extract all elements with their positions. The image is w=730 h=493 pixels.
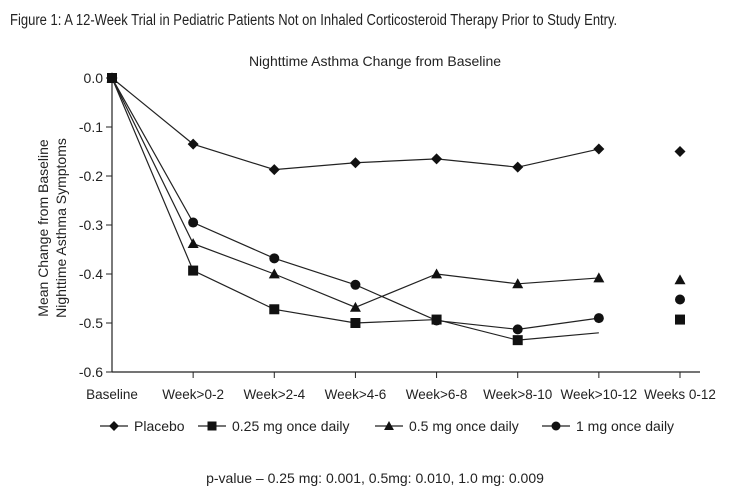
marker-circle — [593, 313, 604, 324]
x-tick-label: Week>0-2 — [162, 387, 224, 402]
y-ticks: 0.0 -0.1 -0.2 -0.3 -0.4 -0.5 -0.6 — [79, 70, 112, 380]
series — [106, 72, 686, 346]
marker-diamond — [593, 143, 605, 155]
chart-title: Nighttime Asthma Change from Baseline — [249, 53, 501, 69]
marker-triangle — [593, 272, 605, 283]
y-tick-label: 0.0 — [84, 70, 104, 86]
marker-diamond — [109, 421, 119, 431]
marker-circle — [512, 324, 523, 335]
legend-label: 0.5 mg once daily — [409, 418, 519, 434]
marker-circle — [188, 217, 199, 228]
marker-diamond — [431, 153, 443, 165]
y-tick-label: -0.2 — [79, 168, 103, 184]
x-tick-label: Week>4-6 — [325, 387, 387, 402]
legend-label: 1 mg once daily — [576, 418, 674, 434]
y-tick-label: -0.3 — [79, 217, 103, 233]
y-axis-label: Mean Change from Baseline Nighttime Asth… — [35, 138, 69, 318]
x-tick-label: Week>8-10 — [483, 387, 552, 402]
marker-diamond — [674, 146, 686, 157]
y-tick-label: -0.1 — [79, 119, 103, 135]
marker-diamond — [512, 161, 524, 173]
marker-circle — [269, 253, 280, 264]
marker-triangle — [268, 268, 280, 279]
y-tick-label: -0.5 — [79, 315, 103, 331]
marker-diamond — [187, 138, 199, 150]
marker-square — [512, 335, 523, 346]
x-tick-label: Week>10-12 — [561, 387, 638, 402]
series-line — [111, 77, 599, 308]
series-square — [107, 73, 685, 346]
marker-circle — [350, 279, 361, 290]
marker-diamond — [268, 164, 280, 176]
legend-label: Placebo — [134, 418, 185, 434]
series-circle — [107, 73, 685, 335]
marker-square — [675, 314, 685, 325]
marker-square — [269, 304, 280, 315]
marker-circle — [675, 294, 685, 305]
legend-item: 0.5 mg once daily — [375, 418, 519, 434]
y-axis-label-line-1: Mean Change from Baseline — [35, 139, 51, 317]
marker-circle — [107, 73, 117, 83]
marker-circle — [551, 421, 561, 431]
marker-square — [207, 421, 217, 431]
marker-diamond — [349, 157, 361, 169]
legend: Placebo 0.25 mg once daily 0.5 mg once dai… — [100, 418, 674, 434]
figure-title: Figure 1: A 12-Week Trial in Pediatric P… — [10, 12, 618, 29]
series-triangle — [106, 72, 686, 312]
marker-circle — [431, 315, 442, 326]
legend-label: 0.25 mg once daily — [232, 418, 350, 434]
marker-triangle — [512, 278, 524, 289]
x-ticks: Baseline Week>0-2 Week>2-4 Week>4-6 Week>6-8… — [86, 372, 716, 402]
y-tick-label: -0.6 — [79, 364, 103, 380]
series-line — [111, 77, 599, 171]
x-tick-label: Week>2-4 — [243, 387, 305, 402]
legend-item: 1 mg once daily — [542, 418, 674, 434]
marker-square — [188, 265, 199, 276]
x-tick-label: Baseline — [86, 387, 138, 402]
marker-square — [350, 318, 361, 328]
x-tick-label: Week>6-8 — [406, 387, 468, 402]
legend-item: 0.25 mg once daily — [198, 418, 350, 434]
y-axis-label-line-2: Nighttime Asthma Symptoms — [53, 138, 69, 318]
legend-item: Placebo — [100, 418, 185, 434]
marker-triangle — [674, 274, 686, 285]
series-line — [111, 77, 599, 330]
y-tick-label: -0.4 — [79, 266, 103, 282]
axes — [111, 78, 700, 373]
marker-triangle — [431, 268, 443, 279]
marker-triangle — [384, 421, 394, 430]
series-diamond — [106, 72, 686, 176]
marker-triangle — [349, 301, 361, 312]
p-value-footnote: p-value – 0.25 mg: 0.001, 0.5mg: 0.010, … — [206, 470, 544, 486]
marker-triangle — [187, 238, 199, 249]
x-tick-label: Weeks 0-12 — [644, 387, 716, 402]
